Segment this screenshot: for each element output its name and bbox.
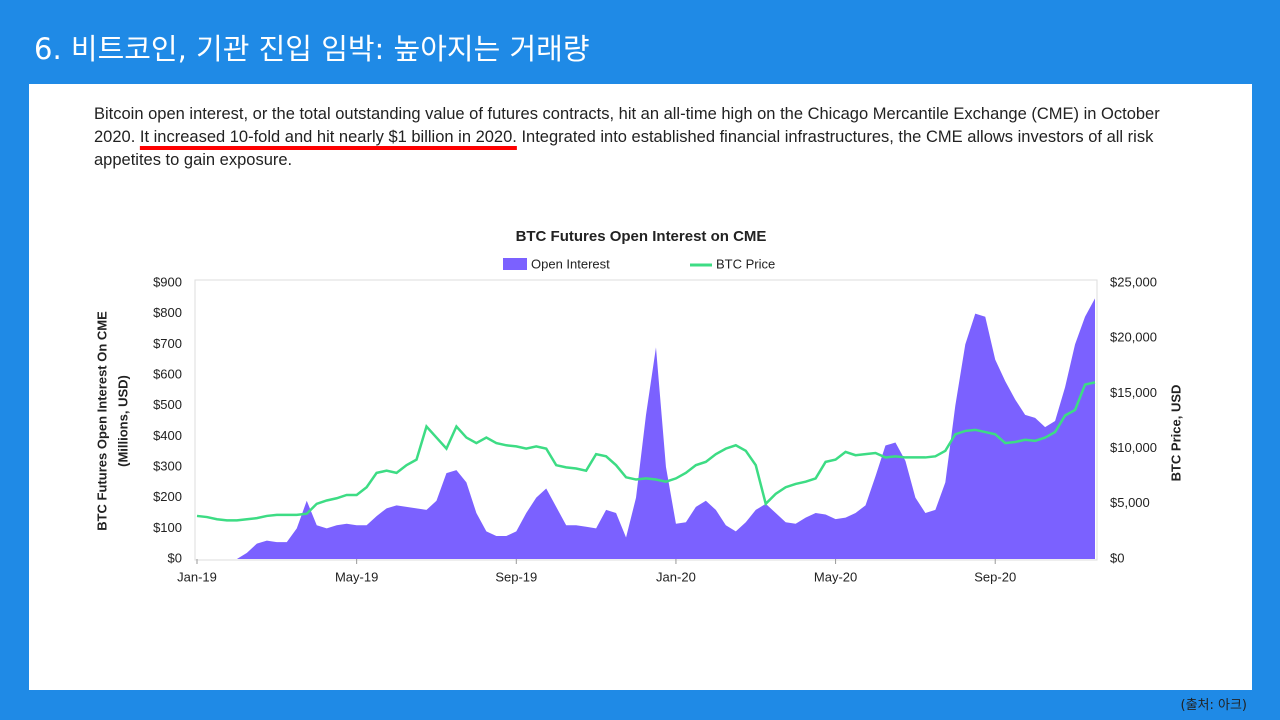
- y2-tick-label: $5,000: [1110, 495, 1150, 510]
- y-tick-label: $700: [153, 336, 182, 351]
- x-tick-label: Jan-20: [656, 569, 696, 584]
- slide-title: 6. 비트코인, 기관 진입 임박: 높아지는 거래량: [34, 32, 590, 66]
- y-axis-label: BTC Futures Open Interest On CME: [94, 311, 109, 531]
- y-tick-label: $800: [153, 305, 182, 320]
- y-tick-label: $400: [153, 428, 182, 443]
- y-tick-label: $200: [153, 489, 182, 504]
- legend-swatch: [503, 258, 527, 270]
- y2-tick-label: $0: [1110, 550, 1124, 565]
- y-tick-label: $0: [168, 550, 182, 565]
- y2-tick-label: $25,000: [1110, 274, 1157, 289]
- area: [197, 298, 1095, 559]
- y2-tick-label: $15,000: [1110, 385, 1157, 400]
- y-tick-label: $300: [153, 458, 182, 473]
- y-axis-label: (Millions, USD): [115, 375, 130, 467]
- body-text: Bitcoin open interest, or the total outs…: [94, 103, 1204, 172]
- x-tick-label: May-20: [814, 569, 857, 584]
- source: (출처: 아크): [1180, 698, 1248, 713]
- y2-tick-label: $20,000: [1110, 330, 1157, 345]
- x-tick-label: Sep-19: [495, 569, 537, 584]
- chart-title: BTC Futures Open Interest on CME: [516, 228, 767, 245]
- text: Bitcoin open interest, or the total outs…: [94, 105, 1160, 146]
- y2-tick-label: $10,000: [1110, 440, 1157, 455]
- x-tick-label: May-19: [335, 569, 378, 584]
- legend-label: Open Interest: [531, 256, 610, 271]
- highlighted-text: It increased 10-fold and hit nearly $1 b…: [139, 128, 517, 146]
- y-tick-label: $900: [153, 274, 182, 289]
- plot-frame: [194, 279, 1098, 561]
- x-tick-label: Jan-19: [177, 569, 217, 584]
- y-tick-label: $600: [153, 366, 182, 381]
- y-tick-label: $100: [153, 520, 182, 535]
- text: Integrated into established financial in…: [94, 128, 1154, 169]
- content-panel: [29, 84, 1252, 690]
- x-tick-label: Sep-20: [974, 569, 1016, 584]
- legend-label: BTC Price: [716, 256, 775, 271]
- y2-axis-label: BTC Price, USD: [1168, 385, 1183, 482]
- line: [196, 381, 1096, 522]
- y-tick-label: $500: [153, 397, 182, 412]
